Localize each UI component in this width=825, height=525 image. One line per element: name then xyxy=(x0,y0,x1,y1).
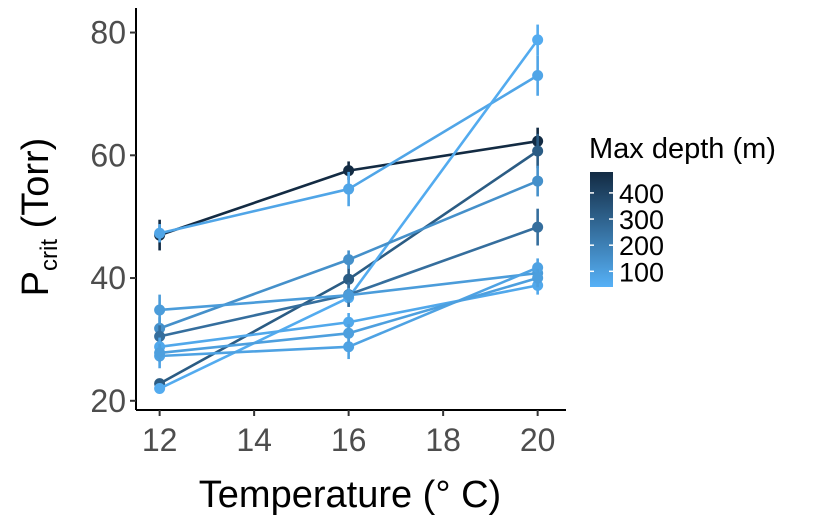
data-point xyxy=(532,272,544,284)
x-tick-label: 14 xyxy=(236,422,272,458)
y-tick-label: 40 xyxy=(90,260,126,296)
data-point xyxy=(154,383,166,395)
data-point xyxy=(343,273,355,285)
data-point xyxy=(532,262,544,274)
data-point xyxy=(343,316,355,328)
y-axis-title: Pcrit (Torr) xyxy=(15,138,63,297)
data-point xyxy=(154,347,166,359)
data-point xyxy=(343,341,355,353)
axes: 12 14 16 18 20 20 40 60 80 xyxy=(90,8,566,458)
colorbar xyxy=(590,172,613,287)
colorbar-label: 400 xyxy=(619,179,664,209)
x-tick-label: 16 xyxy=(331,422,367,458)
series-line xyxy=(159,74,539,235)
data-point xyxy=(343,254,355,266)
data-point xyxy=(154,227,166,239)
y-axis-title-main: P xyxy=(15,271,57,296)
x-tick-label: 20 xyxy=(520,422,556,458)
data-point xyxy=(343,327,355,339)
colorbar-label: 100 xyxy=(619,257,664,287)
legend-title: Max depth (m) xyxy=(589,133,776,165)
data-point xyxy=(532,145,544,157)
y-tick-label: 60 xyxy=(90,137,126,173)
data-point xyxy=(532,175,544,187)
data-point xyxy=(343,165,355,177)
y-tick-label: 20 xyxy=(90,383,126,419)
y-tick-label: 80 xyxy=(90,15,126,51)
colorbar-label: 200 xyxy=(619,231,664,261)
y-axis-title-unit: (Torr) xyxy=(15,138,57,239)
data-point xyxy=(532,34,544,46)
series xyxy=(154,268,544,363)
colorbar-label: 300 xyxy=(619,205,664,235)
data-point xyxy=(343,289,355,301)
data-point xyxy=(532,70,544,82)
data-point xyxy=(343,183,355,195)
series xyxy=(154,55,544,243)
x-tick-label: 18 xyxy=(425,422,461,458)
plot-series xyxy=(154,24,544,395)
data-point xyxy=(532,221,544,233)
data-point xyxy=(154,330,166,342)
x-tick-label: 12 xyxy=(142,422,178,458)
x-axis-title: Temperature (° C) xyxy=(199,474,501,516)
y-axis-title-subscript: crit xyxy=(36,239,63,271)
data-point xyxy=(154,304,166,316)
